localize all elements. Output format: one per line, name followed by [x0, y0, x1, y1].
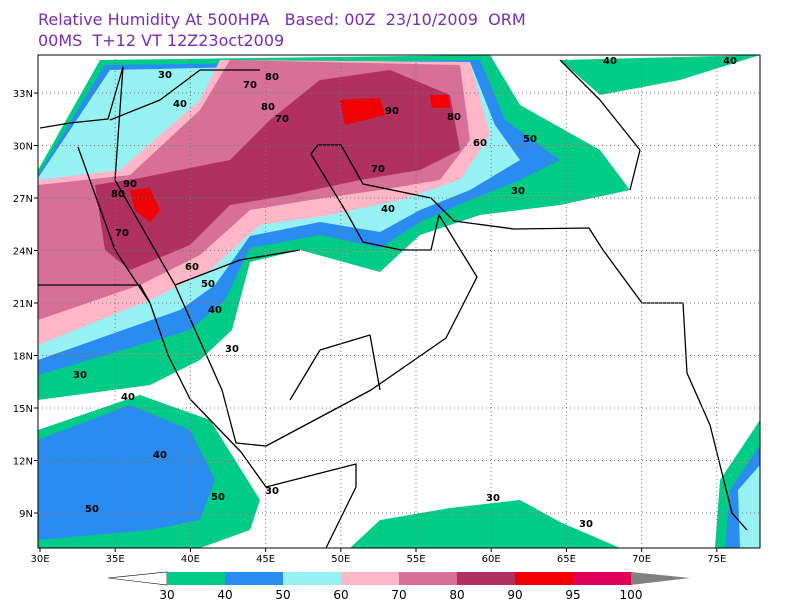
contour-label: 30 [511, 186, 525, 197]
x-axis-label: 55E [406, 554, 425, 565]
x-axis-label: 70E [632, 554, 651, 565]
x-axis-label: 65E [557, 554, 576, 565]
colorbar-swatch [225, 572, 283, 585]
contour-label: 40 [208, 305, 222, 316]
contour-label: 90 [385, 106, 399, 117]
y-axis-label: 12N [13, 457, 33, 468]
colorbar-label: 40 [217, 588, 232, 600]
x-axis-label: 30E [30, 554, 49, 565]
contour-label: 80 [447, 112, 461, 123]
contour-label: 30 [158, 70, 172, 81]
x-axis-label: 50E [331, 554, 350, 565]
colorbar-swatch [457, 572, 515, 585]
y-axis-label: 33N [13, 89, 33, 100]
contour-label: 70 [243, 80, 257, 91]
contour-label: 60 [473, 138, 487, 149]
y-axis-label: 27N [13, 194, 33, 205]
colorbar-swatch [573, 572, 631, 585]
y-axis-label: 30N [13, 142, 33, 153]
contour-label: 50 [85, 504, 99, 515]
x-axis-label: 45E [256, 554, 275, 565]
colorbar-swatch [341, 572, 399, 585]
colorbar-label: 90 [507, 588, 522, 600]
contour-label: 80 [261, 102, 275, 113]
y-axis-label: 24N [13, 247, 33, 258]
contour-label: 30 [579, 519, 593, 530]
contour-label: 80 [111, 189, 125, 200]
contour-label: 30 [225, 344, 239, 355]
colorbar: 30 40 50 60 70 80 90 95 100 [107, 571, 690, 602]
contour-label: 70 [115, 228, 129, 239]
contour-label: 40 [723, 56, 737, 67]
x-axis-label: 75E [707, 554, 726, 565]
map: 30E 35E 40E 45E 50E 55E 60E 65E 70E 75E 9N 12N 15N 18… [13, 54, 761, 565]
contour-label: 40 [603, 56, 617, 67]
colorbar-swatch [283, 572, 341, 585]
title: Relative Humidity At 500HPA Based: 00Z 2… [38, 10, 526, 29]
colorbar-label: 80 [449, 588, 464, 600]
humidity-fields [38, 55, 760, 548]
colorbar-label: 95 [565, 588, 580, 600]
colorbar-label: 50 [275, 588, 290, 600]
contour-label: 80 [265, 72, 279, 83]
contour-label: 60 [185, 262, 199, 273]
contour-label: 70 [371, 164, 385, 175]
contour-label: 50 [211, 492, 225, 503]
coastlines [38, 59, 748, 548]
colorbar-swatch [399, 572, 457, 585]
contour-label: 90 [123, 179, 137, 190]
x-axis-label: 60E [482, 554, 501, 565]
contour-label: 50 [201, 279, 215, 290]
y-axis-label: 9N [19, 509, 33, 520]
colorbar-label: 60 [333, 588, 348, 600]
contour-label: 30 [486, 493, 500, 504]
y-axis-label: 15N [13, 404, 33, 415]
contour-label: 40 [121, 392, 135, 403]
x-axis-label: 40E [181, 554, 200, 565]
contour-label: 40 [381, 204, 395, 215]
colorbar-low-end [107, 571, 168, 586]
contour-label: 30 [265, 486, 279, 497]
subtitle: 00MS T+12 VT 12Z23oct2009 [38, 31, 284, 50]
y-axis-label: 21N [13, 299, 33, 310]
colorbar-label: 30 [159, 588, 174, 600]
colorbar-label: 70 [391, 588, 406, 600]
x-axis-label: 35E [106, 554, 125, 565]
colorbar-swatch [167, 572, 225, 585]
map-frame [37, 54, 761, 549]
colorbar-high-end [631, 572, 690, 585]
contour-label: 70 [275, 114, 289, 125]
contour-label: 30 [73, 370, 87, 381]
contour-label: 40 [173, 99, 187, 110]
colorbar-label: 100 [620, 588, 643, 600]
contour-label: 50 [523, 134, 537, 145]
colorbar-swatch [515, 572, 573, 585]
contour-label: 40 [153, 450, 167, 461]
y-axis-label: 18N [13, 352, 33, 363]
